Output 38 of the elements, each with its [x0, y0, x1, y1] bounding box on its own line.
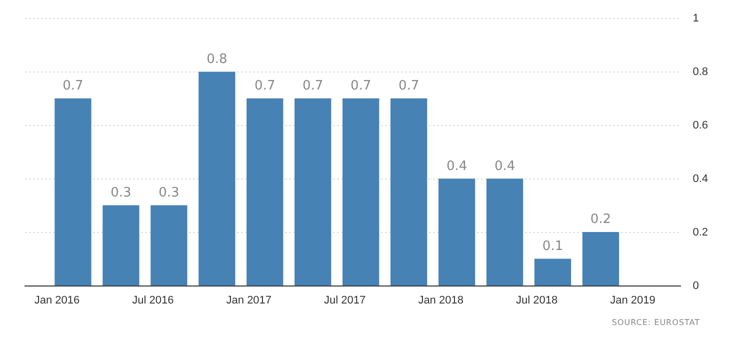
bar	[54, 98, 92, 286]
bar	[342, 98, 380, 286]
bar	[294, 98, 332, 286]
bar	[102, 205, 140, 286]
data-label: 0.8	[206, 52, 228, 67]
bar	[390, 98, 428, 286]
bar	[486, 178, 524, 286]
data-label: 0.2	[590, 212, 612, 228]
y-tick-label: 0.6	[692, 120, 708, 132]
data-label: 0.7	[254, 78, 276, 94]
x-tick-label: Jul 2017	[324, 294, 366, 306]
bar	[150, 205, 188, 286]
y-tick-label: 0.4	[692, 172, 708, 185]
bar	[246, 98, 284, 286]
bar	[198, 72, 236, 286]
bar	[582, 232, 620, 286]
source-note: SOURCE: EUROSTAT	[612, 318, 700, 327]
y-tick-label: 0.8	[692, 66, 708, 78]
y-tick-label: 1	[692, 12, 699, 25]
data-label: 0.7	[350, 78, 372, 94]
data-label: 0.4	[446, 158, 468, 174]
data-label: 0.7	[302, 78, 324, 94]
data-label: 0.7	[62, 78, 84, 94]
data-label: 0.1	[542, 238, 564, 254]
x-tick-label: Jan 2018	[418, 294, 464, 306]
x-tick-label: Jul 2018	[516, 294, 558, 306]
data-label: 0.7	[398, 78, 420, 94]
bar	[534, 258, 572, 286]
x-tick-label: Jan 2016	[34, 294, 80, 306]
y-tick-label: 0.2	[692, 226, 708, 238]
x-tick-label: Jan 2019	[610, 294, 656, 306]
data-label: 0.4	[494, 158, 516, 174]
data-label: 0.3	[158, 186, 180, 201]
y-tick-label: 0	[692, 280, 699, 292]
x-tick-label: Jan 2017	[226, 294, 272, 306]
data-label: 0.3	[110, 186, 132, 201]
x-tick-label: Jul 2016	[132, 294, 174, 306]
bar	[438, 178, 476, 286]
